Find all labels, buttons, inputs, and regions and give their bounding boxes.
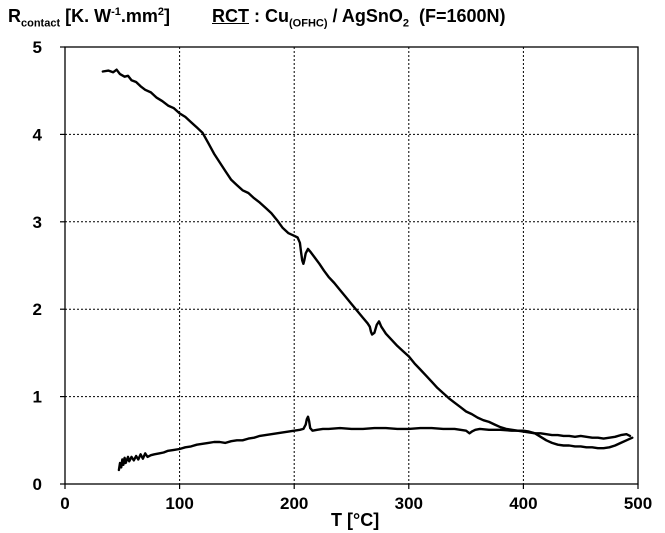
plot-frame: [65, 47, 638, 484]
y-tick-label: 4: [33, 125, 43, 144]
x-axis-label: T [°C]: [331, 510, 379, 531]
axis-ticks: [60, 47, 638, 489]
x-tick-label: 200: [280, 494, 308, 513]
y-tick-label: 2: [33, 300, 42, 319]
series-line-2: [119, 417, 632, 470]
y-tick-labels: 0 1 2 3 4 5: [33, 38, 43, 494]
x-tick-label: 400: [509, 494, 537, 513]
series-group: [103, 70, 633, 470]
y-axis-label: Rcontact [K. W-1.mm2]: [8, 6, 170, 30]
x-tick-label: 300: [395, 494, 423, 513]
series-line-1: [103, 70, 630, 439]
y-tick-label: 5: [33, 38, 42, 57]
y-tick-label: 3: [33, 213, 42, 232]
x-tick-label: 500: [624, 494, 652, 513]
x-tick-label: 0: [60, 494, 69, 513]
y-tick-label: 1: [33, 388, 42, 407]
chart-title: RCT : Cu(OFHC) / AgSnO2 (F=1600N): [212, 6, 506, 30]
grid: [65, 47, 638, 484]
x-tick-label: 100: [165, 494, 193, 513]
y-tick-label: 0: [33, 475, 42, 494]
